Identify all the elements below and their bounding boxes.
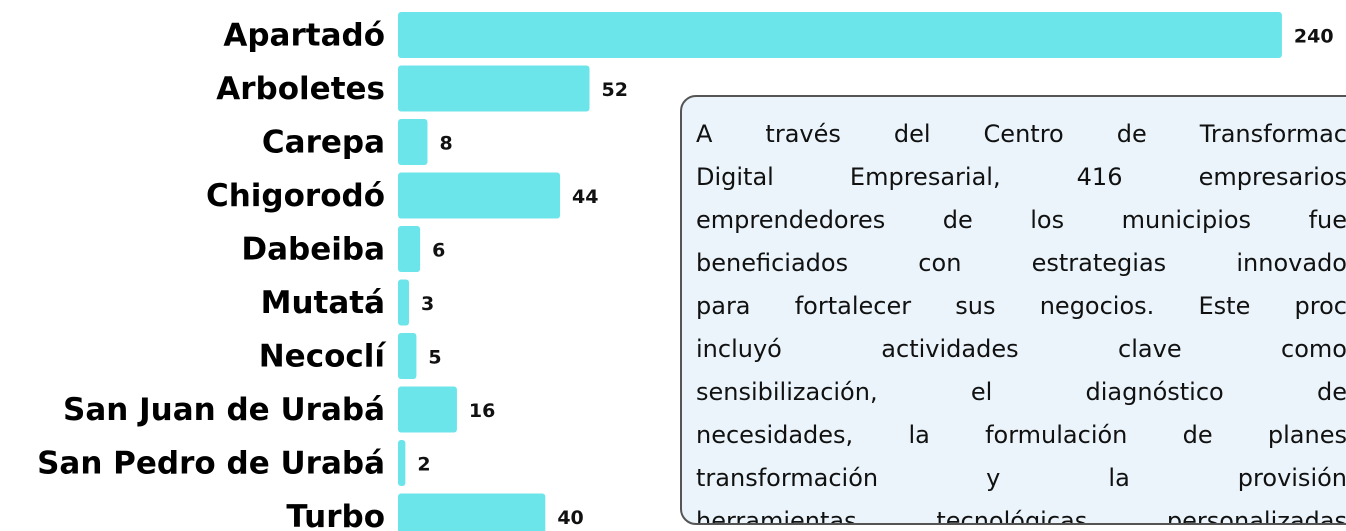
value-label: 6 [432, 240, 445, 262]
category-label: Dabeiba [241, 232, 385, 268]
value-label: 52 [602, 79, 628, 101]
annotation-line: beneficiados con estrategias innovado [696, 249, 1346, 277]
value-label: 3 [421, 293, 434, 315]
annotation-line: necesidades, la formulación de planes [696, 421, 1346, 449]
category-label: San Juan de Urabá [63, 392, 385, 428]
category-label: Apartadó [223, 18, 385, 54]
category-label: Necoclí [259, 339, 387, 375]
bar [398, 226, 421, 272]
category-label: San Pedro de Urabá [37, 446, 385, 482]
annotation-line: incluyó actividades clave como [696, 335, 1346, 363]
annotation-line: emprendedores de los municipios fue [696, 206, 1346, 234]
annotation-line: A través del Centro de Transformac [696, 120, 1346, 148]
annotation-line: Digital Empresarial, 416 empresarios [696, 163, 1346, 191]
bar [398, 65, 590, 112]
value-label: 240 [1294, 26, 1334, 48]
annotation-box: A través del Centro de Transformac Digita… [680, 95, 1346, 525]
bar [398, 172, 561, 219]
value-label: 44 [572, 186, 598, 208]
annotation-line: transformación y la provisión [696, 464, 1346, 492]
value-label: 8 [439, 133, 452, 155]
category-label: Turbo [286, 499, 385, 531]
bar [398, 386, 457, 433]
category-label: Arboletes [216, 71, 385, 107]
bar [398, 493, 546, 531]
bar [398, 440, 406, 486]
category-label: Carepa [262, 125, 385, 161]
value-label: 5 [428, 347, 441, 369]
annotation-line: para fortalecer sus negocios. Este proc [696, 292, 1346, 320]
bar [398, 119, 428, 165]
bar [398, 279, 410, 326]
category-label: Mutatá [261, 285, 385, 321]
value-label: 2 [417, 454, 430, 476]
annotation-line: sensibilización, el diagnóstico de [696, 378, 1346, 406]
bar [398, 12, 1282, 58]
bar [398, 333, 417, 379]
category-label: Chigorodó [206, 178, 385, 214]
value-label: 40 [557, 507, 583, 529]
annotation-line: herramientas tecnológicas personalizadas [696, 507, 1346, 525]
value-label: 16 [469, 400, 495, 422]
